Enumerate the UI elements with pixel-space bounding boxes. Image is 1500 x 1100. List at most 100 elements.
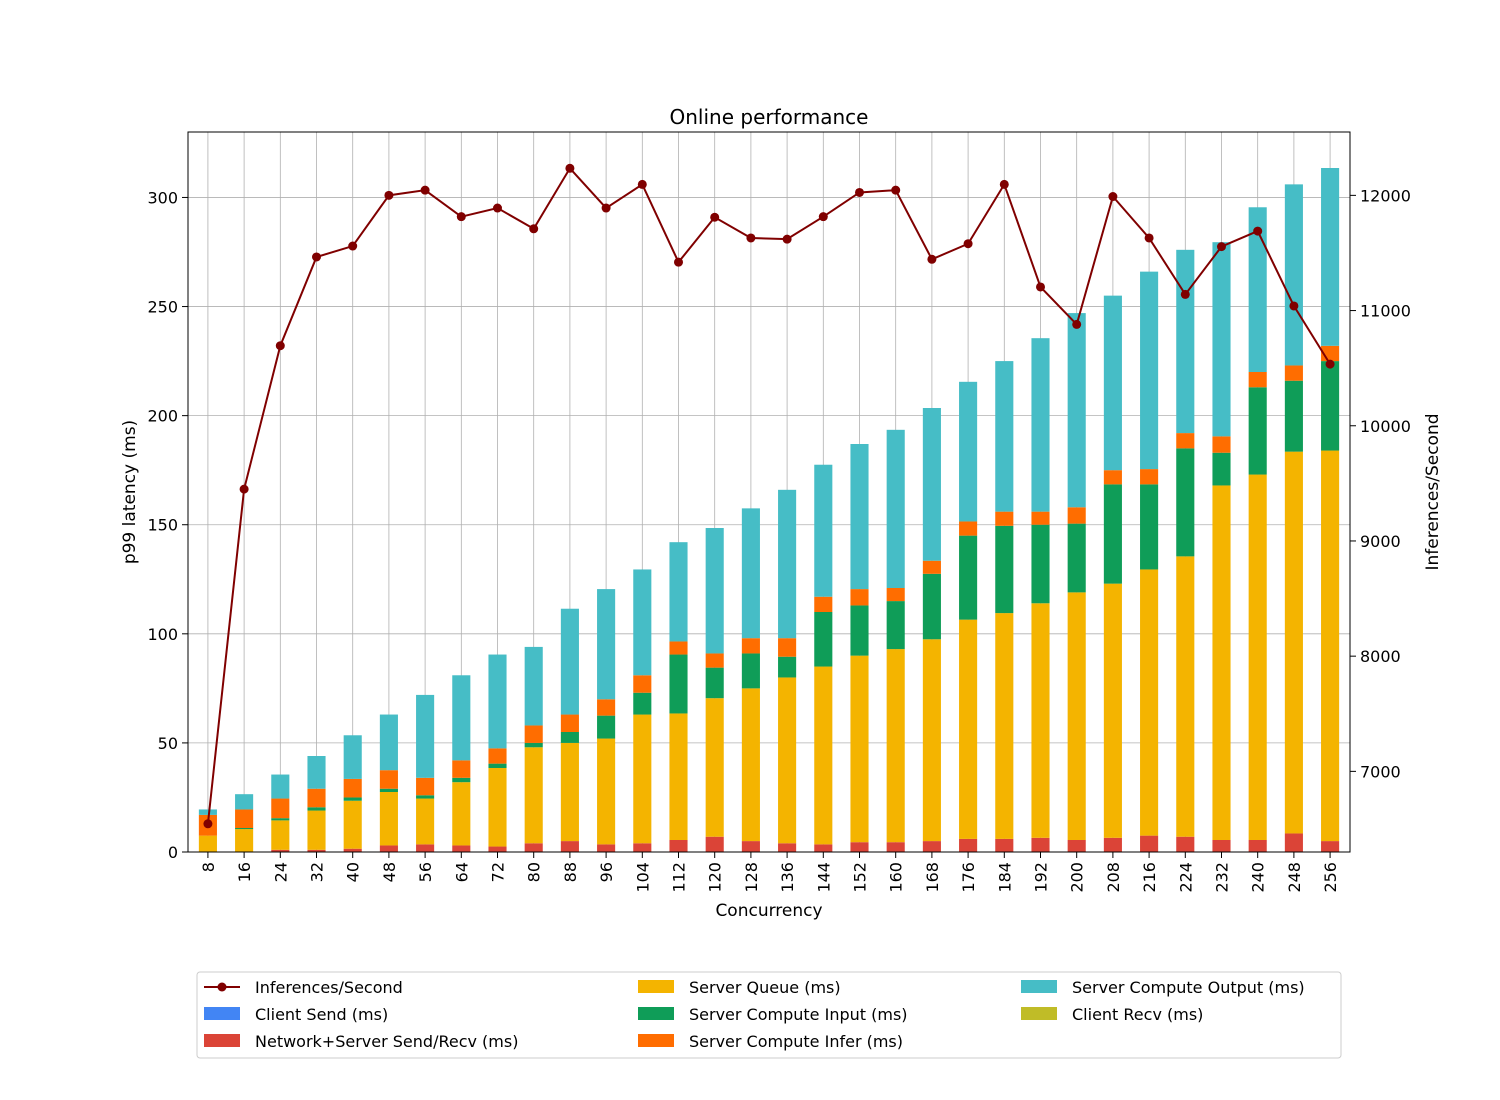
right-axis-ticks: 7000 8000 9000 10000 11000 12000: [1350, 186, 1411, 781]
bar-segment: [271, 774, 290, 799]
bar-segment: [705, 528, 724, 654]
bar-segment: [1067, 313, 1086, 508]
bar-segment: [1103, 837, 1122, 852]
inferences-point: [1144, 233, 1154, 243]
legend-swatch: [204, 1034, 240, 1047]
inferences-point: [637, 179, 647, 189]
legend-label: Server Compute Output (ms): [1072, 978, 1305, 997]
inferences-point: [891, 185, 901, 195]
y2-tick-label: 7000: [1360, 762, 1401, 781]
bar-segment: [1248, 474, 1267, 840]
bar-segment: [235, 829, 254, 852]
bar-segment: [741, 508, 760, 639]
bar-segment: [959, 535, 978, 620]
bar-segment: [922, 408, 941, 561]
inferences-line-path: [206, 166, 1331, 824]
x-tick-label: 8: [199, 862, 218, 872]
x-tick-label: 136: [778, 862, 797, 893]
bar-segment: [524, 646, 543, 726]
left-axis-ticks: 0 50 100 150 200 250 300: [147, 188, 188, 862]
bar-segment: [343, 778, 362, 798]
bar-segment: [959, 381, 978, 522]
bar-segment: [597, 844, 616, 852]
bar-segment: [1067, 840, 1086, 852]
bar-segment: [633, 569, 652, 676]
bar-segment: [271, 820, 290, 850]
inferences-point: [1289, 301, 1299, 311]
bar-segment: [1176, 448, 1195, 557]
legend-frame: [196, 971, 1342, 1059]
bar-segment: [1103, 583, 1122, 838]
x-tick-label: 168: [923, 862, 942, 893]
bar-segment: [778, 843, 797, 852]
bar-segment: [1140, 469, 1159, 485]
y-tick-label: 150: [147, 516, 178, 535]
legend-label: Network+Server Send/Recv (ms): [255, 1032, 518, 1051]
bar-segment: [488, 846, 507, 852]
legend: Inferences/Second Client Send (ms) Network…: [196, 971, 1342, 1059]
bar-segment: [1248, 840, 1267, 852]
bar-segment: [452, 782, 471, 846]
bar-segment: [1031, 603, 1050, 838]
x-tick-label: 104: [633, 862, 652, 893]
bar-segment: [850, 842, 869, 852]
y2-axis-label: Inferences/Second: [1423, 413, 1443, 570]
inferences-point: [1180, 289, 1190, 299]
bar-segment: [741, 653, 760, 689]
y-tick-label: 50: [158, 734, 178, 753]
bar-segment: [1031, 511, 1050, 525]
bar-segment: [814, 596, 833, 612]
bar-segment: [633, 675, 652, 693]
bar-segment: [198, 809, 217, 815]
inferences-point: [275, 341, 285, 351]
x-tick-label: 40: [344, 862, 363, 882]
inferences-point: [384, 190, 394, 200]
bar-segment: [524, 843, 543, 852]
x-tick-label: 64: [452, 862, 471, 882]
bar-segment: [379, 845, 398, 852]
bar-segment: [1067, 592, 1086, 840]
bar-segment: [416, 844, 435, 852]
chart-title: Online performance: [670, 105, 869, 129]
bar-segment: [1212, 452, 1231, 486]
legend-label: Inferences/Second: [255, 978, 403, 997]
bar-segment: [271, 818, 290, 821]
bar-segment: [814, 844, 833, 852]
bar-segment: [1176, 249, 1195, 434]
bar-segment: [741, 688, 760, 842]
y-tick-label: 100: [147, 625, 178, 644]
x-tick-label: 112: [670, 862, 689, 893]
bar-segment: [633, 692, 652, 715]
bar-segment: [235, 794, 254, 810]
bar-segment: [633, 714, 652, 844]
bar-segment: [379, 792, 398, 846]
bar-segment: [1321, 841, 1340, 852]
bar-segment: [379, 788, 398, 792]
bar-segment: [669, 840, 688, 852]
bar-segment: [1284, 451, 1303, 834]
bar-segment: [1067, 507, 1086, 524]
plot-frame: [187, 131, 1351, 853]
legend-swatch: [638, 1034, 674, 1047]
bar-segment: [1248, 387, 1267, 475]
inferences-point: [1216, 242, 1226, 252]
bar-segment: [886, 649, 905, 843]
x-tick-label: 240: [1249, 862, 1268, 893]
bar-segment: [198, 835, 217, 852]
x-tick-label: 72: [489, 862, 508, 882]
x-tick-label: 80: [525, 862, 544, 882]
bar-segment: [633, 843, 652, 852]
inferences-point: [601, 203, 611, 213]
legend-swatch: [1021, 1007, 1057, 1020]
x-tick-label: 200: [1068, 862, 1087, 893]
bar-segment: [995, 511, 1014, 526]
bar-segment: [560, 714, 579, 732]
x-tick-label: 56: [416, 862, 435, 882]
bar-segment: [307, 756, 326, 789]
inferences-point: [456, 212, 466, 222]
bar-segment: [1321, 450, 1340, 842]
bar-segment: [597, 699, 616, 716]
bar-segment: [452, 845, 471, 852]
inferences-point: [1035, 282, 1045, 292]
bar-segment: [524, 725, 543, 743]
